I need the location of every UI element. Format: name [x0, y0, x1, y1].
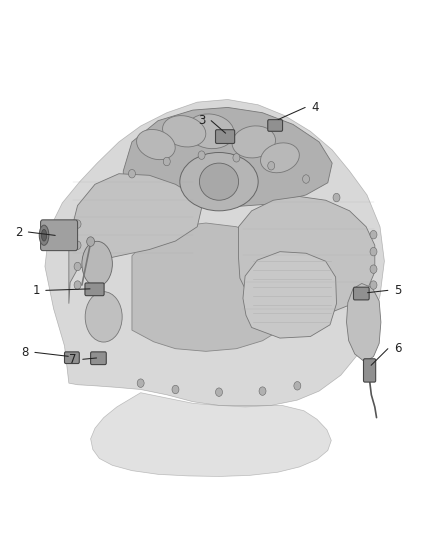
Circle shape: [172, 385, 179, 394]
Ellipse shape: [261, 143, 299, 173]
Polygon shape: [69, 174, 201, 304]
Ellipse shape: [187, 114, 234, 149]
Circle shape: [74, 220, 81, 228]
Circle shape: [128, 169, 135, 178]
Ellipse shape: [162, 116, 206, 147]
Text: 7: 7: [70, 353, 77, 366]
Polygon shape: [243, 252, 336, 338]
FancyBboxPatch shape: [215, 130, 235, 143]
Text: 2: 2: [15, 225, 22, 239]
Circle shape: [163, 157, 170, 166]
Ellipse shape: [199, 163, 239, 200]
Polygon shape: [123, 108, 332, 207]
Circle shape: [233, 154, 240, 162]
Ellipse shape: [39, 225, 49, 245]
Text: 3: 3: [198, 114, 205, 127]
Circle shape: [294, 382, 301, 390]
Ellipse shape: [42, 229, 47, 241]
Text: 4: 4: [311, 101, 318, 114]
Circle shape: [87, 237, 95, 246]
Polygon shape: [239, 197, 375, 316]
Circle shape: [215, 388, 223, 397]
Polygon shape: [132, 223, 297, 351]
FancyBboxPatch shape: [353, 287, 369, 300]
Circle shape: [198, 151, 205, 159]
Circle shape: [74, 281, 81, 289]
Circle shape: [137, 379, 144, 387]
Ellipse shape: [232, 126, 276, 158]
Circle shape: [74, 262, 81, 271]
Ellipse shape: [82, 241, 113, 286]
FancyBboxPatch shape: [85, 283, 104, 296]
Text: 5: 5: [394, 284, 401, 297]
FancyBboxPatch shape: [64, 352, 79, 364]
FancyBboxPatch shape: [268, 119, 283, 131]
Circle shape: [268, 161, 275, 170]
Text: 6: 6: [394, 342, 401, 355]
Ellipse shape: [137, 130, 175, 160]
Polygon shape: [45, 100, 385, 407]
Ellipse shape: [85, 292, 122, 342]
Circle shape: [370, 265, 377, 273]
Circle shape: [370, 247, 377, 256]
Circle shape: [333, 193, 340, 202]
Circle shape: [74, 241, 81, 249]
FancyBboxPatch shape: [364, 359, 376, 382]
Polygon shape: [346, 284, 381, 362]
FancyBboxPatch shape: [91, 352, 106, 365]
Ellipse shape: [180, 152, 258, 211]
Polygon shape: [91, 393, 331, 477]
Text: 8: 8: [21, 346, 29, 359]
Circle shape: [370, 230, 377, 239]
FancyBboxPatch shape: [41, 220, 78, 251]
Text: 1: 1: [32, 284, 40, 297]
Circle shape: [303, 175, 310, 183]
Circle shape: [370, 281, 377, 289]
Circle shape: [259, 387, 266, 395]
